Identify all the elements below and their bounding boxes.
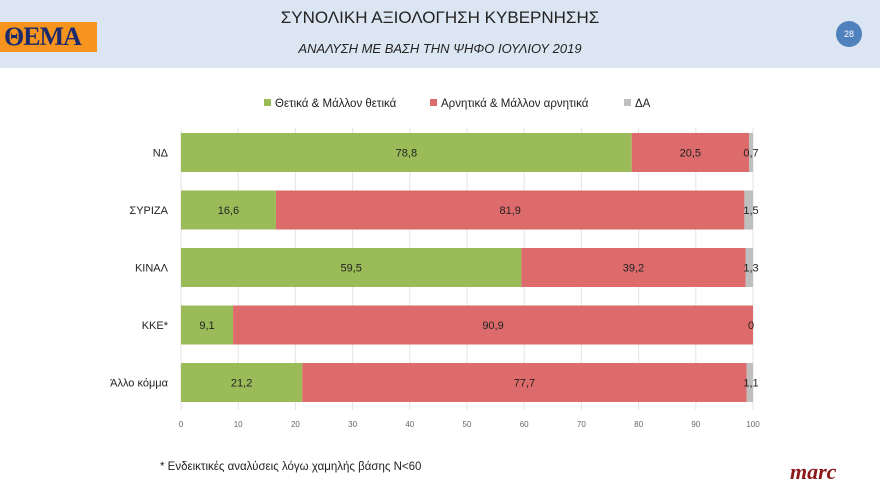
legend-swatch — [624, 99, 631, 106]
bar-segment — [181, 190, 276, 230]
bar-segment — [233, 305, 753, 345]
data-label: 16,6 — [218, 205, 239, 217]
bar-segment — [744, 190, 753, 230]
bar-segment — [631, 133, 749, 172]
data-label: 20,5 — [680, 148, 701, 160]
bar-segment — [275, 190, 745, 230]
data-label: 1,3 — [743, 263, 758, 275]
page-subtitle: ΑΝΑΛΥΣΗ ΜΕ ΒΑΣΗ ΤΗΝ ΨΗΦΟ ΙΟΥΛΙΟΥ 2019 — [298, 41, 582, 56]
data-label: 81,9 — [499, 205, 520, 217]
x-tick-label: 80 — [634, 420, 643, 429]
legend-label: Αρνητικά & Μάλλον αρνητικά — [441, 98, 589, 110]
bar-segment — [521, 248, 746, 287]
marc-logo: marc — [790, 459, 837, 484]
bar-segment — [745, 248, 753, 287]
category-label: ΝΔ — [153, 148, 169, 160]
logo: ΘΕΜΑ — [0, 22, 97, 52]
data-label: 1,1 — [743, 378, 758, 390]
data-label: 59,5 — [340, 263, 361, 275]
bar-segment — [302, 363, 747, 402]
footnote: * Ενδεικτικές αναλύσεις λόγω χαμηλής βάσ… — [160, 461, 422, 473]
x-tick-label: 40 — [405, 420, 414, 429]
x-tick-label: 0 — [179, 420, 184, 429]
page-number-badge: 28 — [836, 21, 862, 47]
data-label: 9,1 — [199, 320, 214, 332]
bar-segment — [181, 305, 234, 345]
category-label: ΣΥΡΙΖΑ — [129, 205, 168, 217]
legend-label: Θετικά & Μάλλον θετικά — [275, 98, 397, 110]
bar-segment — [746, 363, 753, 402]
legend-label: ΔΑ — [635, 98, 651, 110]
category-label: ΚΚΕ* — [142, 320, 169, 332]
data-label: 1,5 — [743, 205, 758, 217]
x-tick-label: 50 — [463, 420, 472, 429]
data-label: 78,8 — [396, 148, 417, 160]
data-label: 77,7 — [514, 378, 535, 390]
x-tick-label: 90 — [691, 420, 700, 429]
header: ΘΕΜΑ ΣΥΝΟΛΙΚΗ ΑΞΙΟΛΟΓΗΣΗ ΚΥΒΕΡΝΗΣΗΣ ΑΝΑΛ… — [0, 0, 880, 68]
data-label: 0,7 — [743, 148, 758, 160]
bar-segment — [181, 248, 522, 287]
bar-segment — [181, 133, 632, 172]
data-label: 90,9 — [482, 320, 503, 332]
data-label: 39,2 — [623, 263, 644, 275]
x-tick-label: 10 — [234, 420, 243, 429]
data-label: 0 — [748, 320, 754, 332]
x-tick-label: 70 — [577, 420, 586, 429]
bar-segment — [181, 363, 303, 402]
x-tick-label: 100 — [746, 420, 760, 429]
category-label: ΚΙΝΑΛ — [135, 263, 169, 275]
page-title: ΣΥΝΟΛΙΚΗ ΑΞΙΟΛΟΓΗΣΗ ΚΥΒΕΡΝΗΣΗΣ — [280, 8, 600, 27]
x-tick-label: 30 — [348, 420, 357, 429]
x-tick-label: 60 — [520, 420, 529, 429]
category-label: Άλλο κόμμα — [110, 378, 169, 390]
legend-swatch — [264, 99, 271, 106]
data-label: 21,2 — [231, 378, 252, 390]
bar-segment — [748, 133, 753, 172]
legend-swatch — [430, 99, 437, 106]
x-tick-label: 20 — [291, 420, 300, 429]
